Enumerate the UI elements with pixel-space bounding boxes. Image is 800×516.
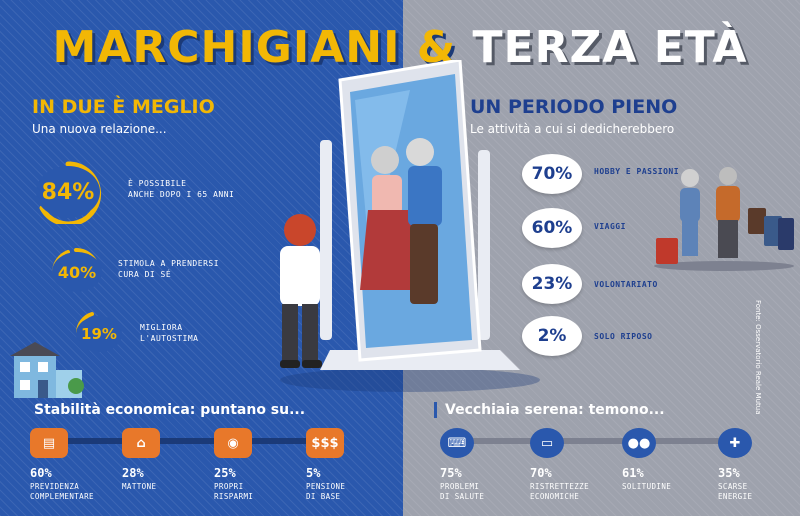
piggy-bank-icon: ◉ — [214, 428, 252, 458]
ring-84-value: 84% — [41, 179, 95, 205]
mirror-illustration — [280, 60, 540, 392]
ring-19-value: 19% — [81, 325, 117, 343]
ring-60-label: VIAGGI — [594, 222, 626, 231]
title-part1: MARCHIGIANI — [52, 22, 401, 73]
left-panel — [0, 0, 403, 516]
ring-84-graphic — [39, 161, 101, 224]
travellers-illustration — [654, 167, 794, 271]
ring-60: 60% — [522, 208, 582, 248]
document-icon: ▤ — [30, 428, 68, 458]
ring-84: 84% — [36, 166, 100, 218]
ring-40: 40% — [52, 252, 102, 292]
bottom-right-bar — [450, 438, 750, 444]
left-subheading: Una nuova relazione... — [32, 122, 167, 136]
left-heading: IN DUE È MEGLIO — [32, 96, 215, 118]
ring-2-value: 2% — [537, 326, 567, 346]
ring-70: 70% — [522, 154, 582, 194]
house-icon: ⌂ — [122, 428, 160, 458]
broken-bone-icon: ✚ — [718, 428, 752, 458]
page-title: MARCHIGIANI & TERZA ETÀ — [0, 22, 800, 73]
ring-19: 19% — [76, 316, 122, 352]
ring-23-value: 23% — [531, 274, 573, 294]
bottom-right-heading: Vecchiaia serena: temono... — [434, 402, 665, 418]
people-icon: ●● — [622, 428, 656, 458]
ring-70-label: HOBBY E PASSIONI — [594, 167, 680, 176]
ring-2: 2% — [522, 316, 582, 356]
dollar-icon: $$$ — [306, 428, 344, 458]
ring-2-label: SOLO RIPOSO — [594, 332, 653, 341]
title-part2: TERZA ETÀ — [472, 22, 748, 73]
money-icon: ▭ — [530, 428, 564, 458]
ring-84-label: È POSSIBILE ANCHE DOPO I 65 ANNI — [128, 179, 235, 199]
ring-40-value: 40% — [57, 262, 97, 282]
iv-drip-icon: ⌨ — [440, 428, 474, 458]
bottom-left-heading: Stabilità economica: puntano su... — [34, 402, 306, 418]
bottom-left-bar — [40, 438, 340, 444]
ring-40-label: STIMOLA A PRENDERSI CURA DI SÉ — [118, 259, 220, 279]
ring-70-value: 70% — [531, 164, 573, 184]
right-subheading: Le attività a cui si dedicherebbero — [470, 122, 675, 136]
right-heading: UN PERIODO PIENO — [470, 96, 678, 118]
house-illustration — [10, 342, 84, 398]
ring-60-value: 60% — [531, 218, 573, 238]
ring-23: 23% — [522, 264, 582, 304]
ring-23-label: VOLONTARIATO — [594, 280, 658, 289]
source-note: Fonte: Osservatorio Reale Mutua — [754, 300, 762, 415]
ring-19-label: MIGLIORA L'AUTOSTIMA — [140, 323, 199, 343]
